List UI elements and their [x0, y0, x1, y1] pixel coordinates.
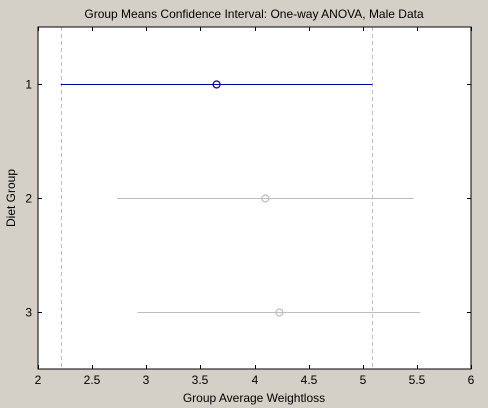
y-tick-label: 2 [25, 192, 32, 206]
x-tick-label: 2.5 [84, 373, 101, 387]
mean-marker-group-3 [275, 308, 284, 317]
mean-marker-group-1 [212, 80, 221, 89]
x-tick-label: 3.5 [192, 373, 209, 387]
x-tick-label: 5.5 [409, 373, 426, 387]
x-tick-label: 2 [35, 373, 42, 387]
y-tick-label: 1 [25, 78, 32, 92]
x-axis-label: Group Average Weightloss [183, 391, 325, 405]
x-tick-label: 3 [143, 373, 150, 387]
chart-title: Group Means Confidence Interval: One-way… [84, 7, 424, 21]
y-axis-ticks: 1 2 3 [25, 78, 471, 320]
x-tick-label: 4.5 [301, 373, 318, 387]
x-tick-label: 5 [360, 373, 367, 387]
x-axis-ticks: 2 2.5 3 3.5 4 4.5 5 5.5 6 [35, 27, 475, 387]
interval-marks [60, 80, 421, 317]
y-tick-label: 3 [25, 306, 32, 320]
x-tick-label: 4 [252, 373, 259, 387]
y-axis-label: Diet Group [4, 169, 18, 227]
x-tick-label: 6 [468, 373, 475, 387]
mean-marker-group-2 [261, 194, 270, 203]
